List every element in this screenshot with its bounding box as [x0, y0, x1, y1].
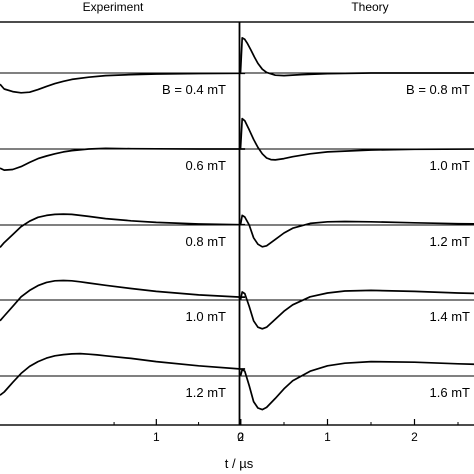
series-line — [239, 36, 474, 77]
series-line — [239, 117, 474, 161]
series-label: 0.6 mT — [186, 158, 227, 173]
series-line — [0, 213, 246, 248]
x-axis-label: t / µs — [225, 456, 254, 471]
series-label: B = 0.4 mT — [162, 82, 226, 97]
left-panel-title: Experiment — [83, 0, 144, 14]
series-label: 1.2 mT — [430, 234, 471, 249]
series-label: 0.8 mT — [186, 234, 227, 249]
series-line — [239, 289, 474, 330]
series-label: 1.2 mT — [186, 385, 227, 400]
x-tick-label: 2 — [237, 430, 244, 444]
right-panel-title: Theory — [351, 0, 388, 14]
series-line — [0, 72, 246, 94]
plot-area: B = 0.4 mT 0.6 mT 0.8 mT 1.0 mT 1.2 mT 1 2 B = … — [0, 21, 474, 444]
series-line — [239, 360, 474, 411]
x-tick-label: 1 — [324, 430, 331, 444]
series-label: 1.6 mT — [430, 385, 471, 400]
series-label: 1.0 mT — [186, 309, 227, 324]
series-label: B = 0.8 mT — [406, 82, 470, 97]
series-line — [0, 279, 246, 322]
x-tick-label: 2 — [411, 430, 418, 444]
series-line — [239, 214, 474, 248]
x-tick-label: 1 — [153, 430, 160, 444]
series-line — [0, 147, 246, 171]
series-label: 1.0 mT — [430, 158, 471, 173]
series-label: 1.4 mT — [430, 309, 471, 324]
plot-frame — [0, 21, 474, 426]
series-line — [0, 352, 246, 396]
x-tick-label: 0 — [237, 430, 244, 444]
